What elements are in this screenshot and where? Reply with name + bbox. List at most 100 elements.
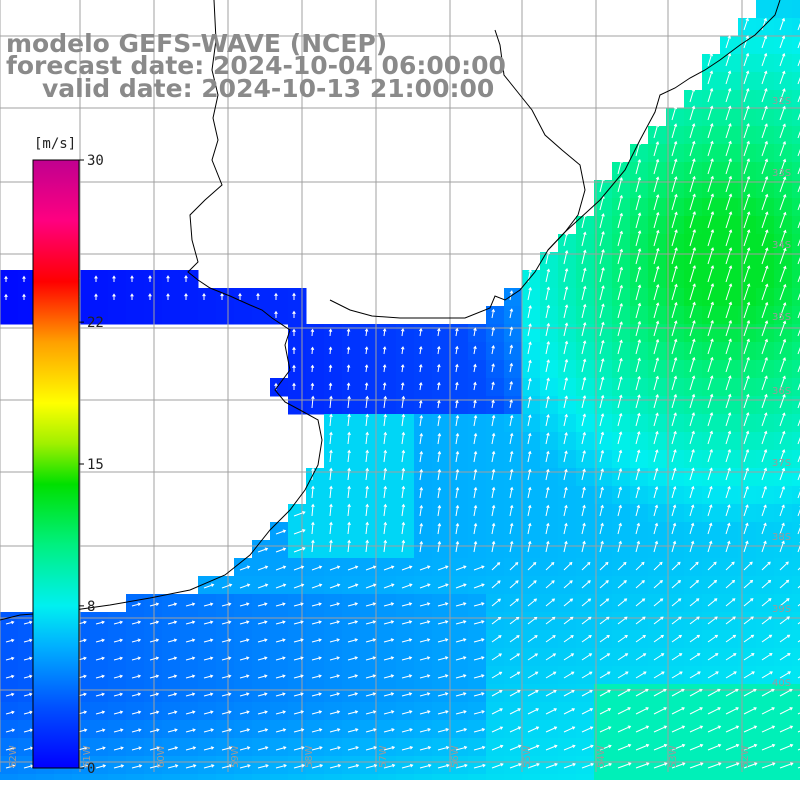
wind-arrow [779, 579, 790, 589]
wind-arrow [383, 674, 395, 679]
wind-arrow [779, 17, 786, 31]
wind-arrow [797, 131, 800, 139]
field-cell [702, 540, 721, 559]
field-cell [666, 432, 685, 451]
wind-arrow [581, 653, 593, 661]
field-cell [702, 108, 721, 127]
wind-arrow [365, 602, 377, 607]
wind-arrow [743, 123, 750, 139]
wind-arrow [599, 285, 605, 301]
wind-arrow [437, 540, 442, 553]
field-cell [396, 468, 415, 487]
wind-arrow [635, 320, 642, 337]
field-cell [738, 360, 757, 379]
wind-arrow [419, 583, 431, 589]
field-cell [720, 54, 739, 73]
wind-arrow [455, 674, 467, 679]
wind-arrow [113, 656, 124, 661]
wind-arrow [455, 540, 460, 553]
wind-arrow [761, 449, 768, 463]
field-cell [234, 558, 253, 577]
field-cell [522, 288, 541, 307]
field-cell [558, 252, 577, 271]
field-cell [486, 756, 505, 775]
wind-arrow [509, 450, 514, 463]
wind-arrow [383, 746, 396, 751]
wind-arrow [293, 529, 306, 535]
wind-arrow [383, 503, 388, 517]
wind-arrow [725, 319, 733, 337]
field-cell [144, 666, 163, 685]
wind-arrow [725, 448, 732, 463]
wind-arrow [347, 692, 359, 697]
wind-arrow [527, 653, 539, 661]
wind-arrow [419, 674, 431, 679]
wind-arrow [275, 547, 287, 553]
field-cell [630, 342, 649, 361]
wind-arrow [185, 728, 196, 733]
field-cell [756, 432, 775, 451]
wind-arrow [617, 339, 623, 355]
field-cell [720, 126, 739, 145]
field-cell [774, 522, 793, 541]
field-cell [612, 306, 631, 325]
wind-arrow [707, 229, 715, 247]
field-cell [252, 720, 271, 739]
wind-arrow [707, 393, 714, 409]
field-cell [756, 234, 775, 253]
wind-arrow [455, 399, 459, 409]
field-cell [702, 522, 721, 541]
field-cell [126, 630, 145, 649]
wind-arrow [653, 320, 660, 337]
wind-arrow [275, 692, 286, 697]
wind-arrow [689, 561, 699, 571]
field-cell [792, 198, 800, 217]
wind-arrow [455, 504, 460, 517]
wind-arrow [707, 375, 714, 391]
wind-arrow [725, 175, 733, 193]
field-cell [378, 594, 397, 613]
field-cell [666, 738, 685, 757]
field-cell [432, 666, 451, 685]
field-cell [18, 270, 37, 289]
wind-arrow [653, 338, 660, 355]
wind-arrow [725, 743, 740, 751]
wind-arrow [221, 620, 232, 625]
wind-arrow [581, 762, 594, 769]
wind-arrow [293, 638, 304, 643]
wind-arrow [581, 580, 591, 589]
wind-arrow [275, 674, 286, 679]
wind-arrow [635, 598, 646, 607]
wind-arrow [707, 540, 713, 553]
field-cell [432, 414, 451, 433]
wind-arrow [275, 638, 286, 643]
wind-arrow [653, 504, 659, 517]
field-cell [720, 504, 739, 523]
field-cell [792, 468, 800, 487]
wind-arrow [671, 430, 677, 445]
field-cell [612, 252, 631, 271]
wind-arrow [365, 395, 369, 409]
longitude-label: 52W [740, 745, 751, 768]
wind-arrow [707, 430, 714, 445]
wind-arrow [671, 393, 678, 409]
wind-arrow [347, 521, 351, 535]
wind-arrow [311, 728, 323, 733]
field-cell [162, 702, 181, 721]
wind-arrow [725, 540, 731, 553]
wind-arrow [617, 212, 624, 229]
wind-arrow [473, 602, 485, 607]
wind-arrow [401, 565, 413, 571]
wind-arrow [743, 17, 749, 31]
field-cell [486, 360, 505, 379]
field-cell [144, 306, 163, 325]
field-cell [540, 378, 559, 397]
wind-arrow [293, 710, 305, 715]
wind-arrow [581, 231, 587, 247]
wind-arrow [455, 432, 460, 445]
field-cell [306, 648, 325, 667]
wind-arrow [635, 725, 650, 733]
field-cell [504, 396, 523, 415]
wind-arrow [203, 728, 214, 733]
wind-arrow [383, 692, 395, 697]
